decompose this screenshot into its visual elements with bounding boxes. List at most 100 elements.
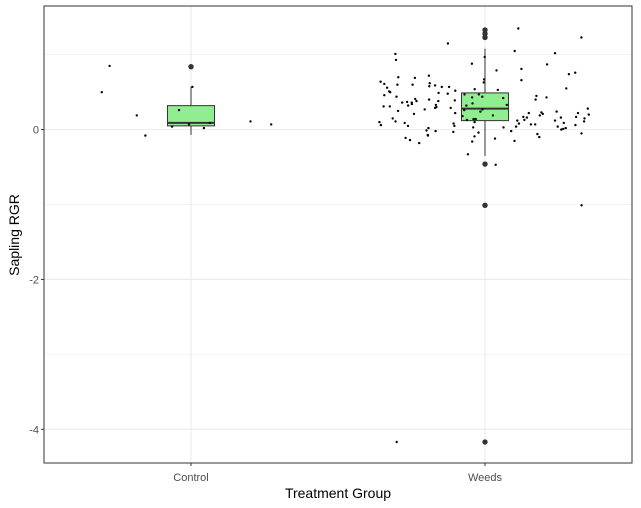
jitter-point [187, 123, 191, 126]
jitter-point [394, 52, 397, 56]
jitter-point [471, 102, 474, 105]
jitter-point [452, 122, 455, 125]
jitter-point [471, 140, 474, 143]
jitter-point [574, 123, 577, 127]
jitter-point [559, 116, 563, 119]
jitter-point [100, 91, 104, 94]
jitter-point [494, 163, 497, 166]
jitter-point [454, 89, 457, 92]
plot-border [43, 5, 633, 464]
jitter-point [440, 85, 443, 89]
y-tick-label: 0 [33, 125, 39, 137]
x-tick-label: Weeds [468, 472, 503, 484]
jitter-point [517, 27, 520, 30]
jitter-point [435, 105, 438, 109]
jitter-point [470, 62, 474, 65]
jitter-point [449, 106, 452, 110]
outlier-point [482, 34, 488, 41]
jitter-point [574, 71, 577, 74]
jitter-point [446, 42, 450, 45]
jitter-point [249, 120, 252, 123]
jitter-point [406, 104, 410, 107]
jitter-point [514, 125, 518, 128]
jitter-point [560, 128, 563, 131]
jitter-point [428, 82, 431, 85]
jitter-point [379, 123, 383, 127]
x-axis-title: Treatment Group [285, 485, 391, 501]
jitter-point [513, 49, 516, 53]
jitter-point [191, 85, 194, 89]
jitter-point [108, 64, 111, 68]
jitter-point [541, 112, 544, 116]
jitter-point [202, 126, 206, 130]
jitter-point [208, 121, 212, 125]
jitter-point [411, 83, 414, 86]
jitter-point [520, 79, 523, 82]
jitter-point [477, 131, 480, 134]
jitter-point [395, 440, 398, 444]
outlier-point [482, 202, 488, 208]
jitter-point [580, 132, 583, 135]
jitter-point [413, 76, 417, 80]
jitter-point [401, 101, 404, 104]
jitter-point [427, 74, 431, 77]
jitter-point [538, 135, 541, 139]
jitter-point [534, 98, 537, 101]
jitter-point [463, 93, 466, 96]
jitter-point [465, 118, 469, 122]
jitter-point [423, 108, 426, 111]
jitter-point [472, 126, 475, 129]
jitter-point [270, 123, 273, 126]
jitter-point [580, 36, 583, 39]
jitter-point [481, 108, 484, 111]
jitter-point [405, 100, 409, 104]
jitter-point [395, 95, 398, 98]
jitter-point [463, 108, 466, 112]
jitter-point [545, 96, 548, 99]
gridlines [44, 6, 632, 463]
data-points [100, 27, 590, 444]
jitter-point [545, 63, 549, 66]
jitter-point [396, 83, 399, 86]
jitter-point [473, 88, 476, 91]
jitter-point [582, 120, 586, 123]
jitter-point [516, 119, 519, 122]
jitter-point [461, 114, 464, 118]
jitter-point [437, 99, 440, 103]
jitter-point [466, 153, 470, 156]
jitter-point [493, 137, 497, 140]
jitter-point [482, 78, 486, 81]
outlier-point [482, 31, 488, 37]
jitter-point [394, 120, 397, 123]
jitter-point [473, 135, 476, 138]
jitter-point [403, 121, 406, 125]
jitter-point [535, 94, 538, 98]
jitter-point [513, 139, 516, 143]
outlier-point [482, 439, 488, 445]
jitter-point [428, 85, 431, 88]
y-axis-ticks: -4 -2 0 [29, 125, 44, 436]
jitter-point [474, 117, 477, 121]
jitter-point [555, 110, 558, 113]
jitter-point [562, 121, 565, 125]
jitter-point [477, 93, 480, 96]
jitter-point [433, 84, 437, 87]
jitter-point [404, 136, 407, 140]
jitter-point [565, 87, 568, 90]
y-tick-label: -2 [29, 274, 39, 286]
jitter-point [483, 55, 486, 59]
jitter-point [437, 91, 440, 95]
jitter-point [473, 120, 476, 124]
jitter-point [522, 115, 525, 119]
jitter-point [414, 97, 417, 101]
jitter-point [517, 122, 521, 125]
jitter-point [394, 58, 398, 62]
jitter-point [527, 111, 530, 115]
jitter-point [453, 99, 456, 102]
jitter-point [479, 110, 482, 113]
jitter-point [540, 111, 543, 114]
jitter-point [564, 126, 567, 130]
outlier-point [482, 27, 488, 33]
